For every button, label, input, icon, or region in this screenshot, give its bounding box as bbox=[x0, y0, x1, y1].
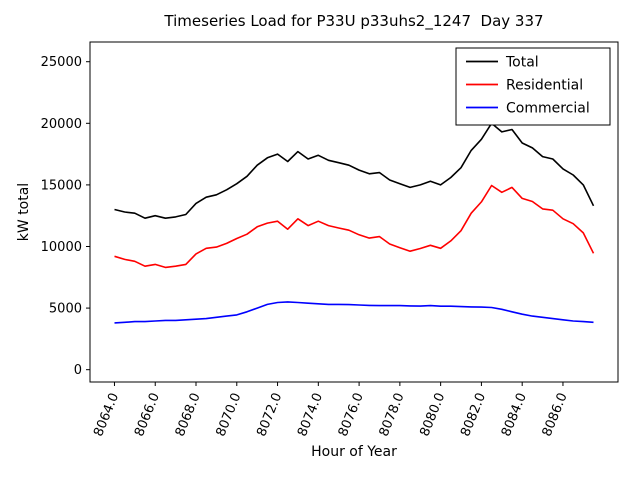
legend-label-commercial: Commercial bbox=[506, 101, 590, 117]
chart-title: Timeseries Load for P33U p33uhs2_1247 Da… bbox=[164, 12, 544, 30]
series-line-commercial bbox=[114, 301, 594, 324]
series-line-residential bbox=[114, 184, 595, 269]
x-tick-label: 8064.0 bbox=[91, 391, 122, 439]
x-tick-label: 8076.0 bbox=[336, 391, 367, 439]
series-line-total bbox=[114, 122, 595, 219]
y-tick-label: 0 bbox=[74, 363, 82, 378]
x-tick-label: 8086.0 bbox=[540, 391, 571, 439]
x-tick-label: 8074.0 bbox=[295, 391, 326, 439]
x-tick-label: 8066.0 bbox=[132, 391, 163, 439]
x-tick-label: 8068.0 bbox=[173, 391, 204, 439]
y-tick-label: 15000 bbox=[41, 178, 82, 193]
x-tick-label: 8078.0 bbox=[377, 391, 408, 439]
x-tick-label: 8070.0 bbox=[214, 391, 245, 439]
x-tick-label: 8084.0 bbox=[499, 391, 530, 439]
y-tick-label: 25000 bbox=[41, 55, 82, 70]
plot-border bbox=[89, 41, 619, 383]
y-tick-label: 20000 bbox=[41, 117, 82, 132]
y-axis-label: kW total bbox=[16, 182, 32, 242]
x-tick-label: 8080.0 bbox=[417, 391, 448, 439]
x-tick-label: 8082.0 bbox=[458, 391, 489, 439]
y-tick-label: 10000 bbox=[41, 240, 82, 255]
legend-label-total: Total bbox=[505, 55, 539, 71]
legend-label-residential: Residential bbox=[506, 78, 583, 94]
x-tick-label: 8072.0 bbox=[254, 391, 285, 439]
y-tick-label: 5000 bbox=[49, 302, 82, 317]
x-axis-label: Hour of Year bbox=[311, 444, 397, 460]
